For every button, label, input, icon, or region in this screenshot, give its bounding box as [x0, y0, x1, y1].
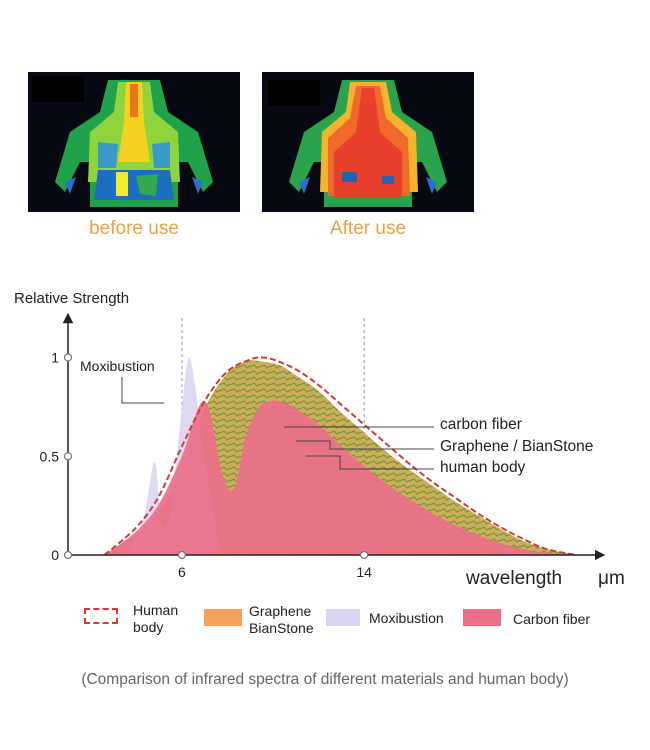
y-tick-label: 0: [51, 547, 59, 563]
infrared-spectrum-chart: Relative Strength 0 0.5 1 6 14 Moxibustion ca…: [14, 290, 625, 589]
annotation-carbon-fiber: carbon fiber: [440, 416, 522, 433]
legend-label-moxibustion: Moxibustion: [369, 610, 444, 626]
annotation-leader: [306, 455, 434, 470]
y-tick-label: 1: [51, 350, 59, 366]
x-tick-marker: [177, 550, 187, 560]
area-carbon-fiber: [104, 400, 577, 555]
annotation-graphene-bianstone: Graphene / BianStone: [440, 438, 593, 455]
x-tick-label: 6: [178, 564, 186, 580]
legend-label-carbon-fiber: Carbon fiber: [513, 611, 591, 627]
legend-swatch-carbon-fiber: [463, 609, 501, 626]
y-axis-label: Relative Strength: [14, 290, 129, 307]
legend-swatch-moxibustion: [326, 609, 360, 626]
legend-swatch-graphene: [204, 609, 242, 626]
annotation-human-body: human body: [440, 459, 526, 476]
annotation-moxibustion: Moxibustion: [80, 358, 155, 374]
x-axis-label: wavelength: [465, 568, 562, 589]
legend-swatch-human-body: [84, 608, 118, 624]
annotation-leader: [296, 440, 434, 450]
chart-note: (Comparison of infrared spectra of diffe…: [81, 671, 569, 688]
before-caption: before use: [89, 218, 179, 239]
legend-label-graphene: Graphene BianStone: [249, 603, 314, 636]
line-human-body: [103, 356, 577, 556]
y-tick-marker: [63, 452, 73, 461]
y-tick-marker: [63, 353, 73, 362]
x-tick-marker: [360, 550, 369, 560]
y-tick-label: 0.5: [40, 448, 60, 464]
legend-label-human-body: Human body: [133, 602, 179, 635]
x-tick-label: 14: [356, 564, 372, 580]
after-caption: After use: [329, 218, 407, 239]
y-tick-marker: [63, 550, 73, 560]
annotation-leader: [121, 377, 164, 404]
before-thermal-image: [28, 72, 240, 212]
after-thermal-image: [262, 72, 474, 212]
x-axis-unit: μm: [598, 568, 625, 589]
